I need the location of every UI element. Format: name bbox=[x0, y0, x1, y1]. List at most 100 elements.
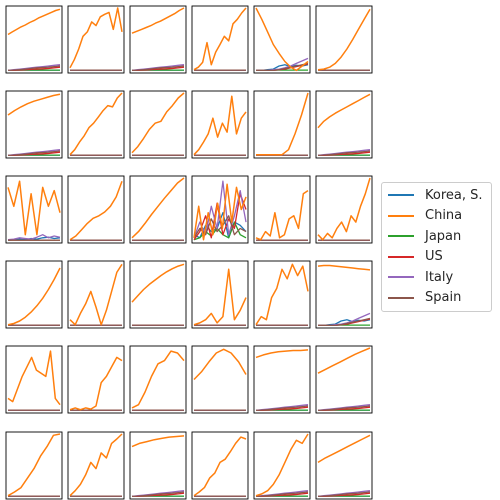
series-line-china bbox=[69, 356, 123, 411]
series-line-china bbox=[131, 92, 185, 154]
panel-r6-c1 bbox=[5, 431, 63, 500]
panel-frame bbox=[315, 431, 373, 500]
panel-frame bbox=[315, 345, 373, 414]
legend-label-spain: Spain bbox=[425, 290, 462, 306]
panel-r4-c5 bbox=[253, 260, 311, 329]
series-line-china bbox=[317, 93, 371, 129]
panel-r6-c2 bbox=[67, 431, 125, 500]
series-line-china bbox=[256, 92, 309, 156]
panel-r1-c1 bbox=[5, 5, 63, 74]
series-line-china bbox=[131, 350, 185, 409]
panel-frame bbox=[67, 90, 125, 159]
series-line-spain bbox=[7, 65, 61, 72]
series-line-china bbox=[69, 263, 123, 326]
series-line-china bbox=[317, 434, 371, 464]
panel-frame bbox=[191, 175, 249, 244]
panel-r5-c2 bbox=[67, 345, 125, 414]
panel-r4-c3 bbox=[129, 260, 187, 329]
series-line-china bbox=[7, 93, 61, 116]
panel-r2-c5 bbox=[253, 90, 311, 159]
series-line-china bbox=[131, 435, 185, 448]
legend-item-japan: Japan bbox=[382, 226, 491, 247]
panel-r6-c4 bbox=[191, 431, 249, 500]
panel-frame bbox=[191, 431, 249, 500]
panel-r3-c6 bbox=[315, 175, 373, 244]
panel-r3-c1 bbox=[5, 175, 63, 244]
legend-label-us: US bbox=[425, 249, 443, 265]
legend-label-italy: Italy bbox=[425, 269, 454, 285]
panel-r2-c6 bbox=[315, 90, 373, 159]
series-line-china bbox=[193, 268, 247, 326]
panel-r3-c4 bbox=[191, 175, 249, 244]
series-line-china bbox=[317, 8, 371, 71]
series-line-china bbox=[7, 8, 61, 36]
legend-item-korea: Korea, S. bbox=[382, 185, 491, 206]
series-line-china bbox=[193, 7, 247, 71]
panel-r3-c3 bbox=[129, 175, 187, 244]
series-line-spain bbox=[317, 491, 371, 498]
series-line-italy bbox=[7, 234, 61, 241]
series-line-china bbox=[317, 264, 371, 271]
series-line-spain bbox=[7, 150, 61, 157]
panel-frame bbox=[67, 5, 125, 74]
legend-label-china: China bbox=[425, 208, 463, 224]
series-line-china bbox=[255, 7, 309, 72]
series-line-china bbox=[69, 433, 123, 497]
panel-frame bbox=[5, 90, 63, 159]
legend-item-spain: Spain bbox=[382, 288, 491, 309]
series-line-china bbox=[193, 348, 247, 381]
panel-r5-c1 bbox=[5, 345, 63, 414]
panel-frame bbox=[5, 260, 63, 329]
series-line-china bbox=[7, 267, 61, 326]
panel-r5-c5 bbox=[253, 345, 311, 414]
panel-frame bbox=[253, 5, 311, 74]
panel-frame bbox=[129, 175, 187, 244]
legend-item-china: China bbox=[382, 206, 491, 227]
panel-frame bbox=[191, 345, 249, 414]
panel-frame bbox=[253, 260, 311, 329]
legend-swatch-china bbox=[388, 214, 414, 217]
series-line-china bbox=[255, 263, 309, 326]
panel-frame bbox=[315, 175, 373, 244]
series-line-china bbox=[317, 347, 371, 374]
series-line-china bbox=[193, 436, 247, 497]
panel-frame bbox=[67, 345, 125, 414]
panel-r2-c3 bbox=[129, 90, 187, 159]
series-line-china bbox=[69, 180, 123, 241]
panel-r6-c3 bbox=[129, 431, 187, 500]
panel-r2-c1 bbox=[5, 90, 63, 159]
panel-frame bbox=[5, 345, 63, 414]
panel-frame bbox=[253, 90, 311, 159]
panel-r4-c2 bbox=[67, 260, 125, 329]
panel-frame bbox=[67, 260, 125, 329]
series-line-spain bbox=[255, 405, 309, 412]
panel-frame bbox=[5, 431, 63, 500]
series-line-china bbox=[255, 189, 309, 241]
panel-frame bbox=[253, 175, 311, 244]
series-line-china bbox=[131, 7, 185, 34]
series-line-china bbox=[255, 433, 309, 497]
panel-r1-c4 bbox=[191, 5, 249, 74]
series-line-spain bbox=[317, 405, 371, 412]
series-line-spain bbox=[255, 491, 309, 498]
series-line-china bbox=[131, 177, 185, 239]
panel-frame bbox=[129, 5, 187, 74]
legend-label-korea: Korea, S. bbox=[425, 187, 483, 203]
panel-frame bbox=[5, 175, 63, 244]
panel-r3-c2 bbox=[67, 175, 125, 244]
panel-r1-c2 bbox=[67, 5, 125, 74]
panel-frame bbox=[191, 90, 249, 159]
legend-swatch-spain bbox=[388, 296, 414, 299]
series-line-china bbox=[7, 433, 61, 497]
panel-r4-c4 bbox=[191, 260, 249, 329]
legend-swatch-italy bbox=[388, 276, 414, 279]
panel-r6-c6 bbox=[315, 431, 373, 500]
panel-r5-c4 bbox=[191, 345, 249, 414]
series-line-china bbox=[69, 7, 123, 69]
panel-frame bbox=[253, 345, 311, 414]
legend-swatch-us bbox=[388, 255, 414, 258]
panel-frame bbox=[191, 260, 249, 329]
panel-r1-c6 bbox=[315, 5, 373, 74]
series-line-spain bbox=[317, 150, 371, 157]
